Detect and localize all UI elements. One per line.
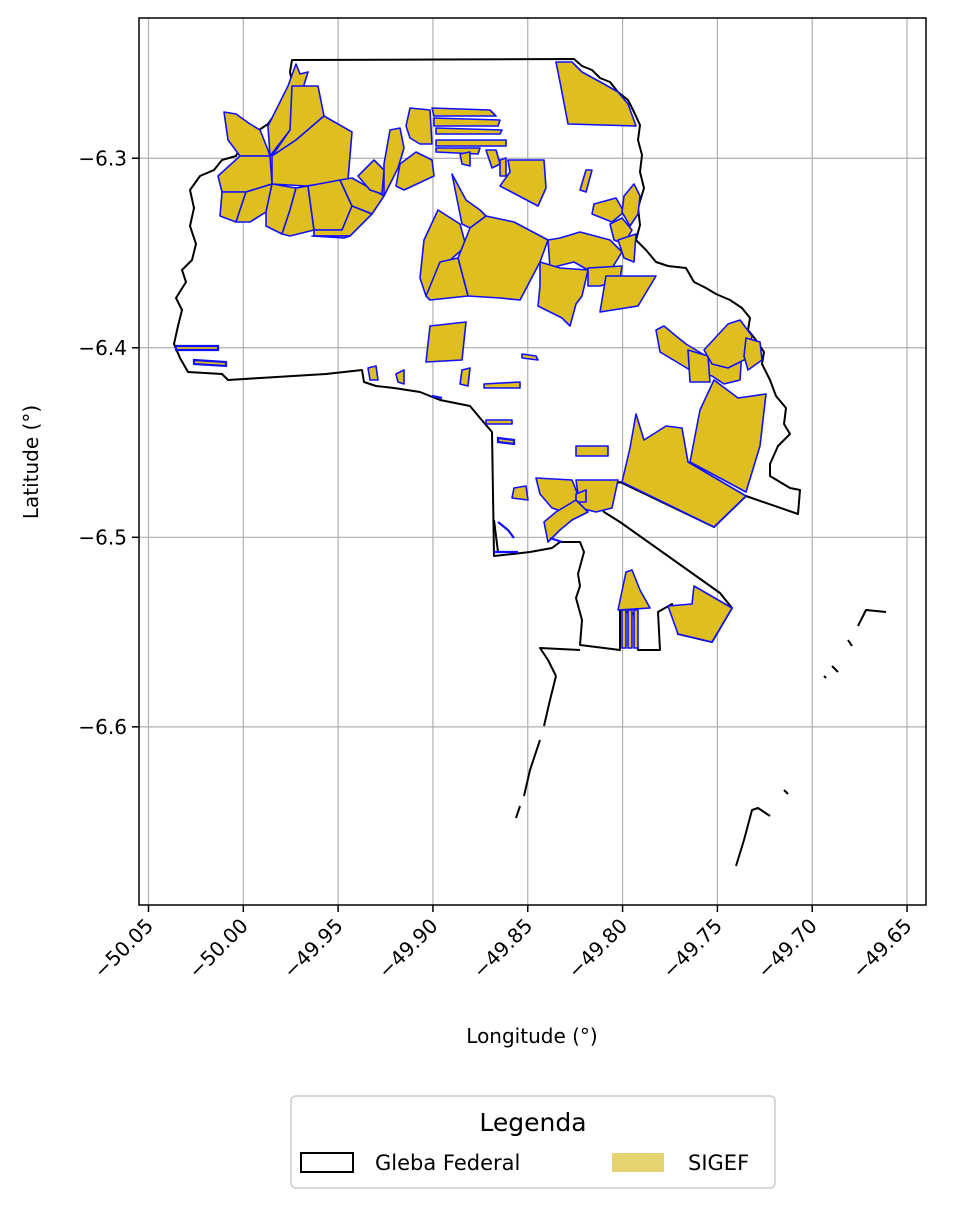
gleba-fragment bbox=[831, 665, 839, 673]
legend-label-gleba: Gleba Federal bbox=[375, 1151, 520, 1175]
gleba-federal-boundary bbox=[173, 58, 801, 651]
y-tick-label: −6.4 bbox=[78, 336, 127, 360]
legend: Legenda Gleba Federal SIGEF bbox=[290, 1095, 776, 1189]
gleba-fragment bbox=[539, 647, 581, 677]
legend-label-sigef: SIGEF bbox=[688, 1151, 749, 1175]
map-layers bbox=[173, 58, 887, 867]
x-axis-ticks: −50.05 −50.00 −49.95 −49.90 −49.85 −49.80 −49.… bbox=[89, 905, 917, 983]
x-tick-label: −49.70 bbox=[752, 914, 821, 983]
gleba-fragment bbox=[857, 609, 887, 627]
legend-title: Legenda bbox=[479, 1108, 586, 1137]
legend-swatch-sigef bbox=[612, 1153, 664, 1172]
legend-swatch-gleba bbox=[300, 1152, 354, 1173]
gleba-fragment bbox=[847, 639, 853, 647]
x-tick-label: −50.00 bbox=[184, 914, 253, 983]
gleba-fragment bbox=[735, 807, 771, 867]
y-axis-label: Latitude (°) bbox=[19, 405, 43, 519]
axes-frame bbox=[138, 17, 927, 906]
x-tick-label: −49.90 bbox=[373, 914, 442, 983]
x-tick-label: −49.65 bbox=[847, 914, 916, 983]
x-tick-label: −49.80 bbox=[563, 914, 632, 983]
x-tick-label: −49.95 bbox=[278, 914, 347, 983]
x-tick-label: −49.75 bbox=[658, 914, 727, 983]
gleba-fragment bbox=[543, 675, 557, 727]
gleba-fragment bbox=[783, 789, 789, 795]
gleba-fragment bbox=[523, 739, 541, 797]
x-tick-label: −49.85 bbox=[468, 914, 537, 983]
x-tick-label: −50.05 bbox=[89, 914, 158, 983]
gleba-fragment bbox=[515, 805, 521, 819]
y-tick-label: −6.3 bbox=[78, 146, 127, 170]
y-tick-label: −6.6 bbox=[78, 715, 127, 739]
gleba-inner-edge bbox=[493, 519, 518, 553]
y-axis-ticks: −6.3 −6.4 −6.5 −6.6 bbox=[78, 146, 139, 739]
x-axis-label: Longitude (°) bbox=[466, 1024, 597, 1048]
y-tick-label: −6.5 bbox=[78, 525, 127, 549]
sigef-parcels bbox=[174, 61, 767, 649]
gleba-fragment bbox=[823, 675, 827, 679]
